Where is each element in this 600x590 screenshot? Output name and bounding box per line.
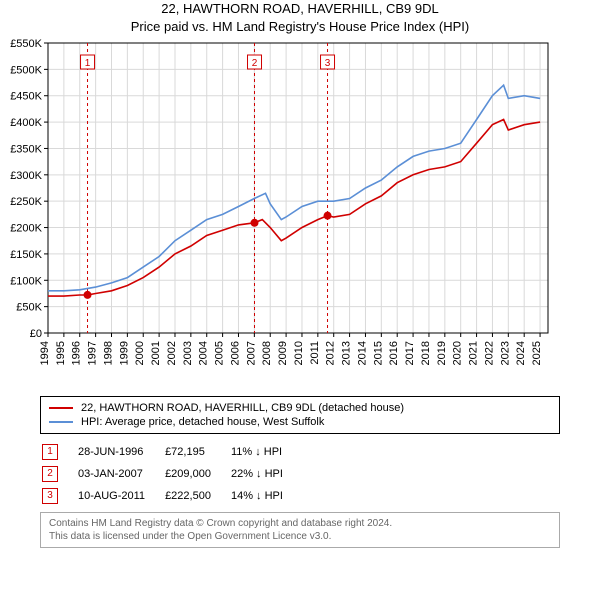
chart-title-line1: 22, HAWTHORN ROAD, HAVERHILL, CB9 9DL	[0, 0, 600, 18]
sale-price: £209,000	[165, 464, 229, 484]
x-tick-label: 2021	[468, 341, 480, 365]
x-tick-label: 2017	[404, 341, 416, 365]
x-tick-label: 2004	[198, 341, 210, 365]
sale-point-3	[324, 212, 332, 220]
sale-flag-label-2: 2	[252, 58, 258, 69]
y-tick-label: £350K	[10, 144, 42, 156]
x-tick-label: 2019	[436, 341, 448, 365]
x-tick-label: 2005	[214, 341, 226, 365]
x-tick-label: 1996	[71, 341, 83, 365]
x-tick-label: 2020	[452, 341, 464, 365]
x-tick-label: 2007	[245, 341, 257, 365]
x-tick-label: 2006	[229, 341, 241, 365]
x-tick-label: 2008	[261, 341, 273, 365]
x-tick-label: 2024	[515, 341, 527, 365]
legend-label-hpi: HPI: Average price, detached house, West…	[81, 416, 324, 428]
x-tick-label: 2018	[420, 341, 432, 365]
x-tick-label: 2000	[134, 341, 146, 365]
sale-point-2	[251, 219, 259, 227]
x-tick-label: 2003	[182, 341, 194, 365]
sale-delta: 22% ↓ HPI	[231, 464, 301, 484]
sale-marker-icon: 1	[42, 444, 58, 460]
x-tick-label: 2001	[150, 341, 162, 365]
sale-flag-label-3: 3	[325, 58, 331, 69]
x-tick-label: 1999	[118, 341, 130, 365]
attribution-line2: This data is licensed under the Open Gov…	[49, 530, 551, 543]
x-tick-label: 2002	[166, 341, 178, 365]
x-tick-label: 1997	[87, 341, 99, 365]
y-tick-label: £100K	[10, 275, 42, 287]
x-tick-label: 2014	[356, 341, 368, 365]
legend-swatch-property	[49, 407, 73, 409]
sale-price: £72,195	[165, 442, 229, 462]
sale-marker-icon: 2	[42, 466, 58, 482]
sale-marker-icon: 3	[42, 488, 58, 504]
sale-row: 1 28-JUN-1996£72,19511% ↓ HPI	[42, 442, 301, 462]
x-tick-label: 2010	[293, 341, 305, 365]
x-tick-label: 2016	[388, 341, 400, 365]
x-tick-label: 2009	[277, 341, 289, 365]
sale-date: 28-JUN-1996	[78, 442, 163, 462]
x-tick-label: 2013	[341, 341, 353, 365]
x-tick-label: 2025	[531, 341, 543, 365]
sales-table: 1 28-JUN-1996£72,19511% ↓ HPI 2 03-JAN-2007…	[40, 440, 303, 508]
x-tick-label: 2011	[309, 341, 321, 365]
legend-swatch-hpi	[49, 421, 73, 423]
x-tick-label: 1998	[102, 341, 114, 365]
y-tick-label: £450K	[10, 91, 42, 103]
x-tick-label: 2022	[483, 341, 495, 365]
x-tick-label: 1994	[39, 341, 51, 365]
y-tick-label: £550K	[10, 38, 42, 50]
y-tick-label: £200K	[10, 223, 42, 235]
price-chart: £0 £50K £100K £150K £200K £250K £300K £350K £400…	[0, 35, 560, 385]
sale-price: £222,500	[165, 486, 229, 506]
y-tick-label: £500K	[10, 64, 42, 76]
chart-title-line2: Price paid vs. HM Land Registry's House …	[0, 18, 600, 36]
legend-label-property: 22, HAWTHORN ROAD, HAVERHILL, CB9 9DL (d…	[81, 402, 404, 414]
sale-point-1	[84, 291, 92, 299]
x-tick-label: 2012	[325, 341, 337, 365]
y-tick-label: £50K	[16, 302, 42, 314]
legend-row-property: 22, HAWTHORN ROAD, HAVERHILL, CB9 9DL (d…	[49, 401, 551, 415]
y-tick-label: £150K	[10, 249, 42, 261]
attribution-line1: Contains HM Land Registry data © Crown c…	[49, 517, 551, 530]
chart-container: £0 £50K £100K £150K £200K £250K £300K £350K £400…	[0, 35, 600, 390]
sale-row: 3 10-AUG-2011£222,50014% ↓ HPI	[42, 486, 301, 506]
y-tick-label: £250K	[10, 196, 42, 208]
x-tick-label: 1995	[55, 341, 67, 365]
sale-delta: 14% ↓ HPI	[231, 486, 301, 506]
sale-date: 03-JAN-2007	[78, 464, 163, 484]
sale-flag-label-1: 1	[85, 58, 91, 69]
legend-box: 22, HAWTHORN ROAD, HAVERHILL, CB9 9DL (d…	[40, 396, 560, 434]
attribution-box: Contains HM Land Registry data © Crown c…	[40, 512, 560, 548]
y-tick-label: £400K	[10, 117, 42, 129]
legend-row-hpi: HPI: Average price, detached house, West…	[49, 415, 551, 429]
sale-row: 2 03-JAN-2007£209,00022% ↓ HPI	[42, 464, 301, 484]
sale-date: 10-AUG-2011	[78, 486, 163, 506]
sale-delta: 11% ↓ HPI	[231, 442, 301, 462]
x-tick-label: 2015	[372, 341, 384, 365]
y-tick-label: £300K	[10, 170, 42, 182]
y-tick-label: £0	[30, 328, 42, 340]
x-tick-label: 2023	[499, 341, 511, 365]
